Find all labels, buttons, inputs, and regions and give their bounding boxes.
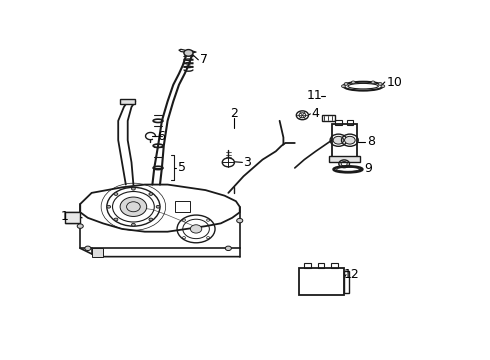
Text: 12: 12: [344, 268, 360, 281]
Text: 9: 9: [364, 162, 372, 175]
Bar: [120, 99, 135, 104]
Bar: [336, 120, 342, 125]
Bar: [329, 156, 360, 162]
Circle shape: [149, 218, 153, 221]
Text: 8: 8: [367, 135, 375, 148]
Circle shape: [114, 218, 118, 221]
Circle shape: [190, 225, 202, 233]
Circle shape: [184, 50, 193, 56]
Bar: [344, 270, 349, 293]
Circle shape: [85, 246, 91, 251]
Bar: [65, 212, 80, 223]
Bar: [298, 268, 344, 296]
Bar: [331, 263, 338, 268]
Circle shape: [225, 246, 231, 251]
Circle shape: [344, 82, 348, 85]
Circle shape: [149, 193, 153, 195]
Bar: [92, 248, 103, 257]
Bar: [304, 263, 311, 268]
Circle shape: [344, 136, 355, 144]
Text: 4: 4: [312, 107, 319, 120]
Text: 10: 10: [386, 76, 402, 89]
Circle shape: [107, 205, 111, 208]
Circle shape: [351, 81, 355, 84]
Text: 7: 7: [199, 53, 208, 66]
Bar: [332, 123, 357, 157]
Bar: [322, 115, 336, 121]
Circle shape: [120, 197, 147, 216]
Circle shape: [237, 219, 243, 223]
Circle shape: [131, 187, 135, 190]
Circle shape: [114, 193, 118, 195]
Text: 1: 1: [61, 210, 69, 223]
Circle shape: [381, 85, 385, 87]
Bar: [175, 201, 190, 212]
Circle shape: [131, 223, 135, 226]
Circle shape: [333, 136, 344, 144]
Circle shape: [77, 224, 83, 228]
Text: 3: 3: [244, 156, 251, 169]
Bar: [347, 120, 353, 125]
Text: 5: 5: [178, 161, 186, 175]
Text: 2: 2: [230, 107, 238, 120]
Circle shape: [371, 81, 375, 84]
Text: 6: 6: [157, 130, 165, 143]
Text: 11: 11: [307, 89, 322, 102]
Circle shape: [342, 85, 345, 87]
Bar: [318, 263, 324, 268]
Circle shape: [156, 205, 160, 208]
Circle shape: [378, 82, 382, 85]
Polygon shape: [80, 185, 240, 232]
